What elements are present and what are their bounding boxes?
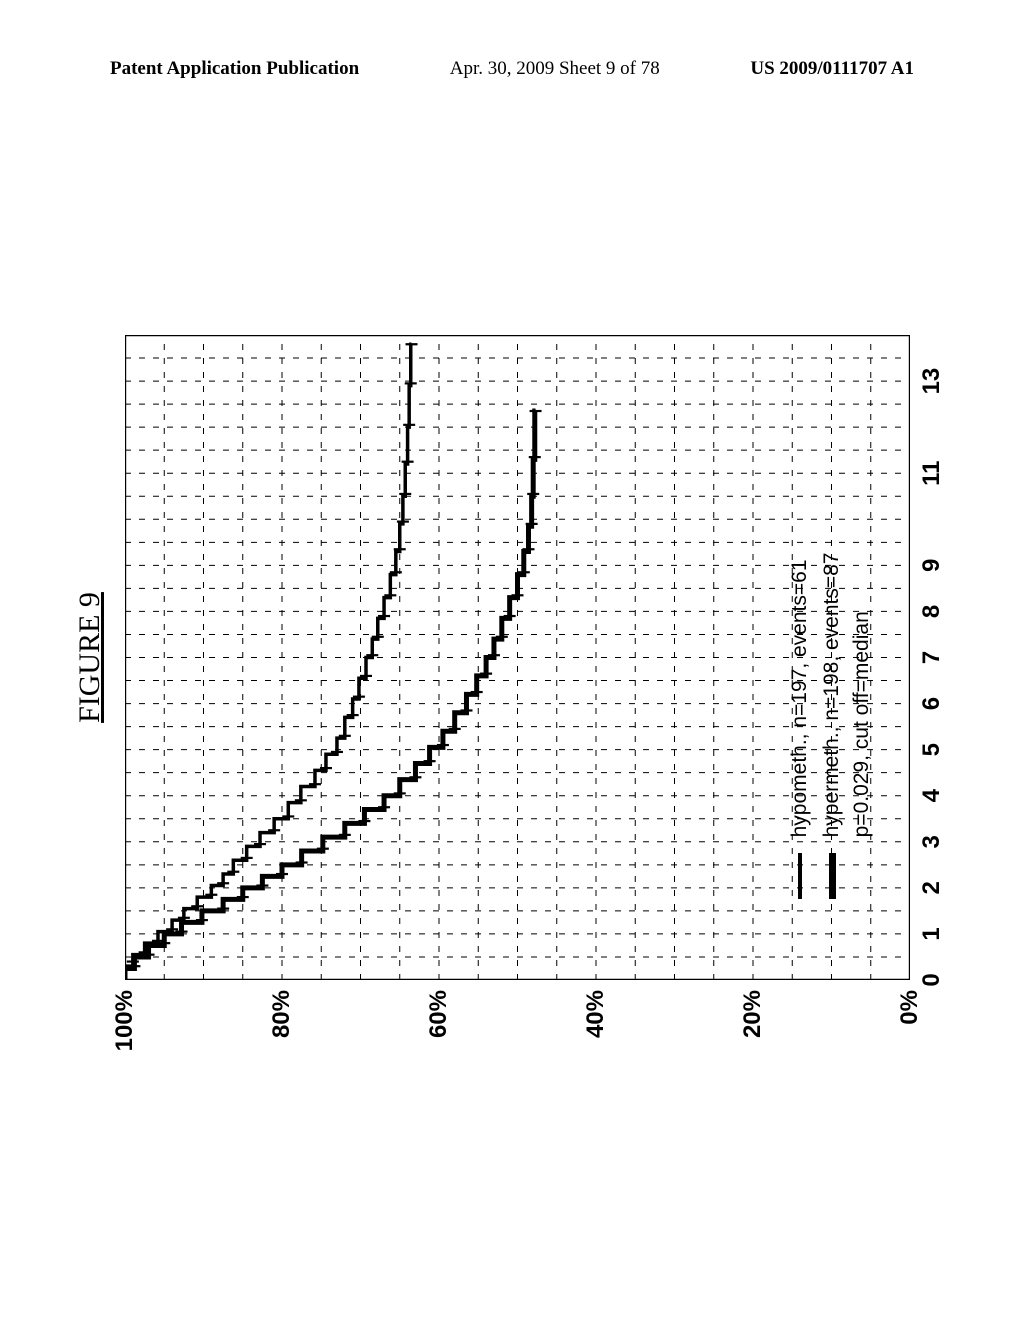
x-tick-label: 3 [910, 835, 946, 848]
x-tick-label: 5 [910, 743, 946, 756]
legend-swatch [829, 853, 836, 899]
legend-label: hypometh., n=197, events=61 [788, 560, 812, 838]
legend-row-hypermeth: hypermeth., n=198, events=87 [816, 553, 848, 900]
y-tick-label: 60% [425, 980, 453, 1038]
y-tick-label: 0% [896, 980, 924, 1025]
x-tick-label: 2 [910, 881, 946, 894]
y-tick-label: 20% [739, 980, 767, 1038]
header-date-sheet: Apr. 30, 2009 Sheet 9 of 78 [450, 58, 660, 80]
x-tick-label: 6 [910, 697, 946, 710]
survival-plot: 012345678911130%20%40%60%80%100%hypometh… [125, 335, 910, 980]
y-tick-label: 80% [268, 980, 296, 1038]
legend-p-value: p=0.029, cut off=median [848, 553, 876, 838]
legend: hypometh., n=197, events=61 hypermeth., n… [784, 553, 876, 900]
x-tick-label: 13 [910, 368, 946, 395]
y-tick-label: 100% [111, 980, 139, 1051]
x-tick-label: 4 [910, 789, 946, 802]
header-publication: Patent Application Publication [110, 58, 359, 80]
legend-label: hypermeth., n=198, events=87 [820, 553, 844, 838]
x-tick-label: 11 [910, 461, 946, 486]
x-tick-label: 9 [910, 559, 946, 572]
y-tick-label: 40% [582, 980, 610, 1038]
x-tick-label: 1 [910, 927, 946, 940]
x-tick-label: 8 [910, 605, 946, 618]
legend-swatch [798, 853, 802, 899]
figure-container: FIGURE 9 012345678911130%20%40%60%80%100… [125, 335, 910, 980]
header-patent-number: US 2009/0111707 A1 [750, 58, 914, 80]
x-tick-label: 7 [910, 651, 946, 664]
figure-title: FIGURE 9 [73, 335, 107, 980]
page-header: Patent Application Publication Apr. 30, … [0, 58, 1024, 80]
legend-row-hypometh: hypometh., n=197, events=61 [784, 553, 816, 900]
